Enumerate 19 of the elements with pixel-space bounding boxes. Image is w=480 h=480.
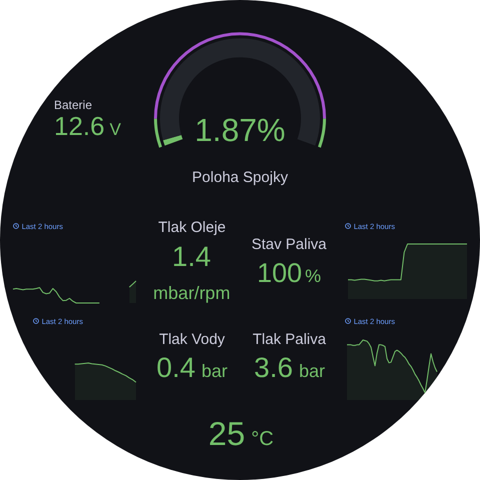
text: 25 (208, 414, 246, 452)
text: Baterie (54, 98, 92, 112)
text: Tlak Vody (159, 330, 225, 348)
text: 12.6 (54, 111, 105, 141)
text: V (110, 120, 121, 139)
text: bar (201, 360, 228, 380)
text: 1.87% (194, 112, 286, 148)
text: Tlak Paliva (252, 330, 326, 348)
text: Stav Paliva (251, 236, 327, 254)
text: 100 (256, 258, 302, 288)
text: Tlak Oleje (158, 219, 226, 236)
text: °C (251, 428, 274, 450)
text: % (305, 266, 322, 286)
text: 3.6 (254, 352, 293, 382)
text: bar (298, 360, 325, 380)
text: 0.4 (156, 352, 196, 382)
text: mbar/rpm (153, 282, 230, 303)
text: 1.4 (172, 241, 211, 272)
text: Poloha Spojky (192, 168, 288, 186)
